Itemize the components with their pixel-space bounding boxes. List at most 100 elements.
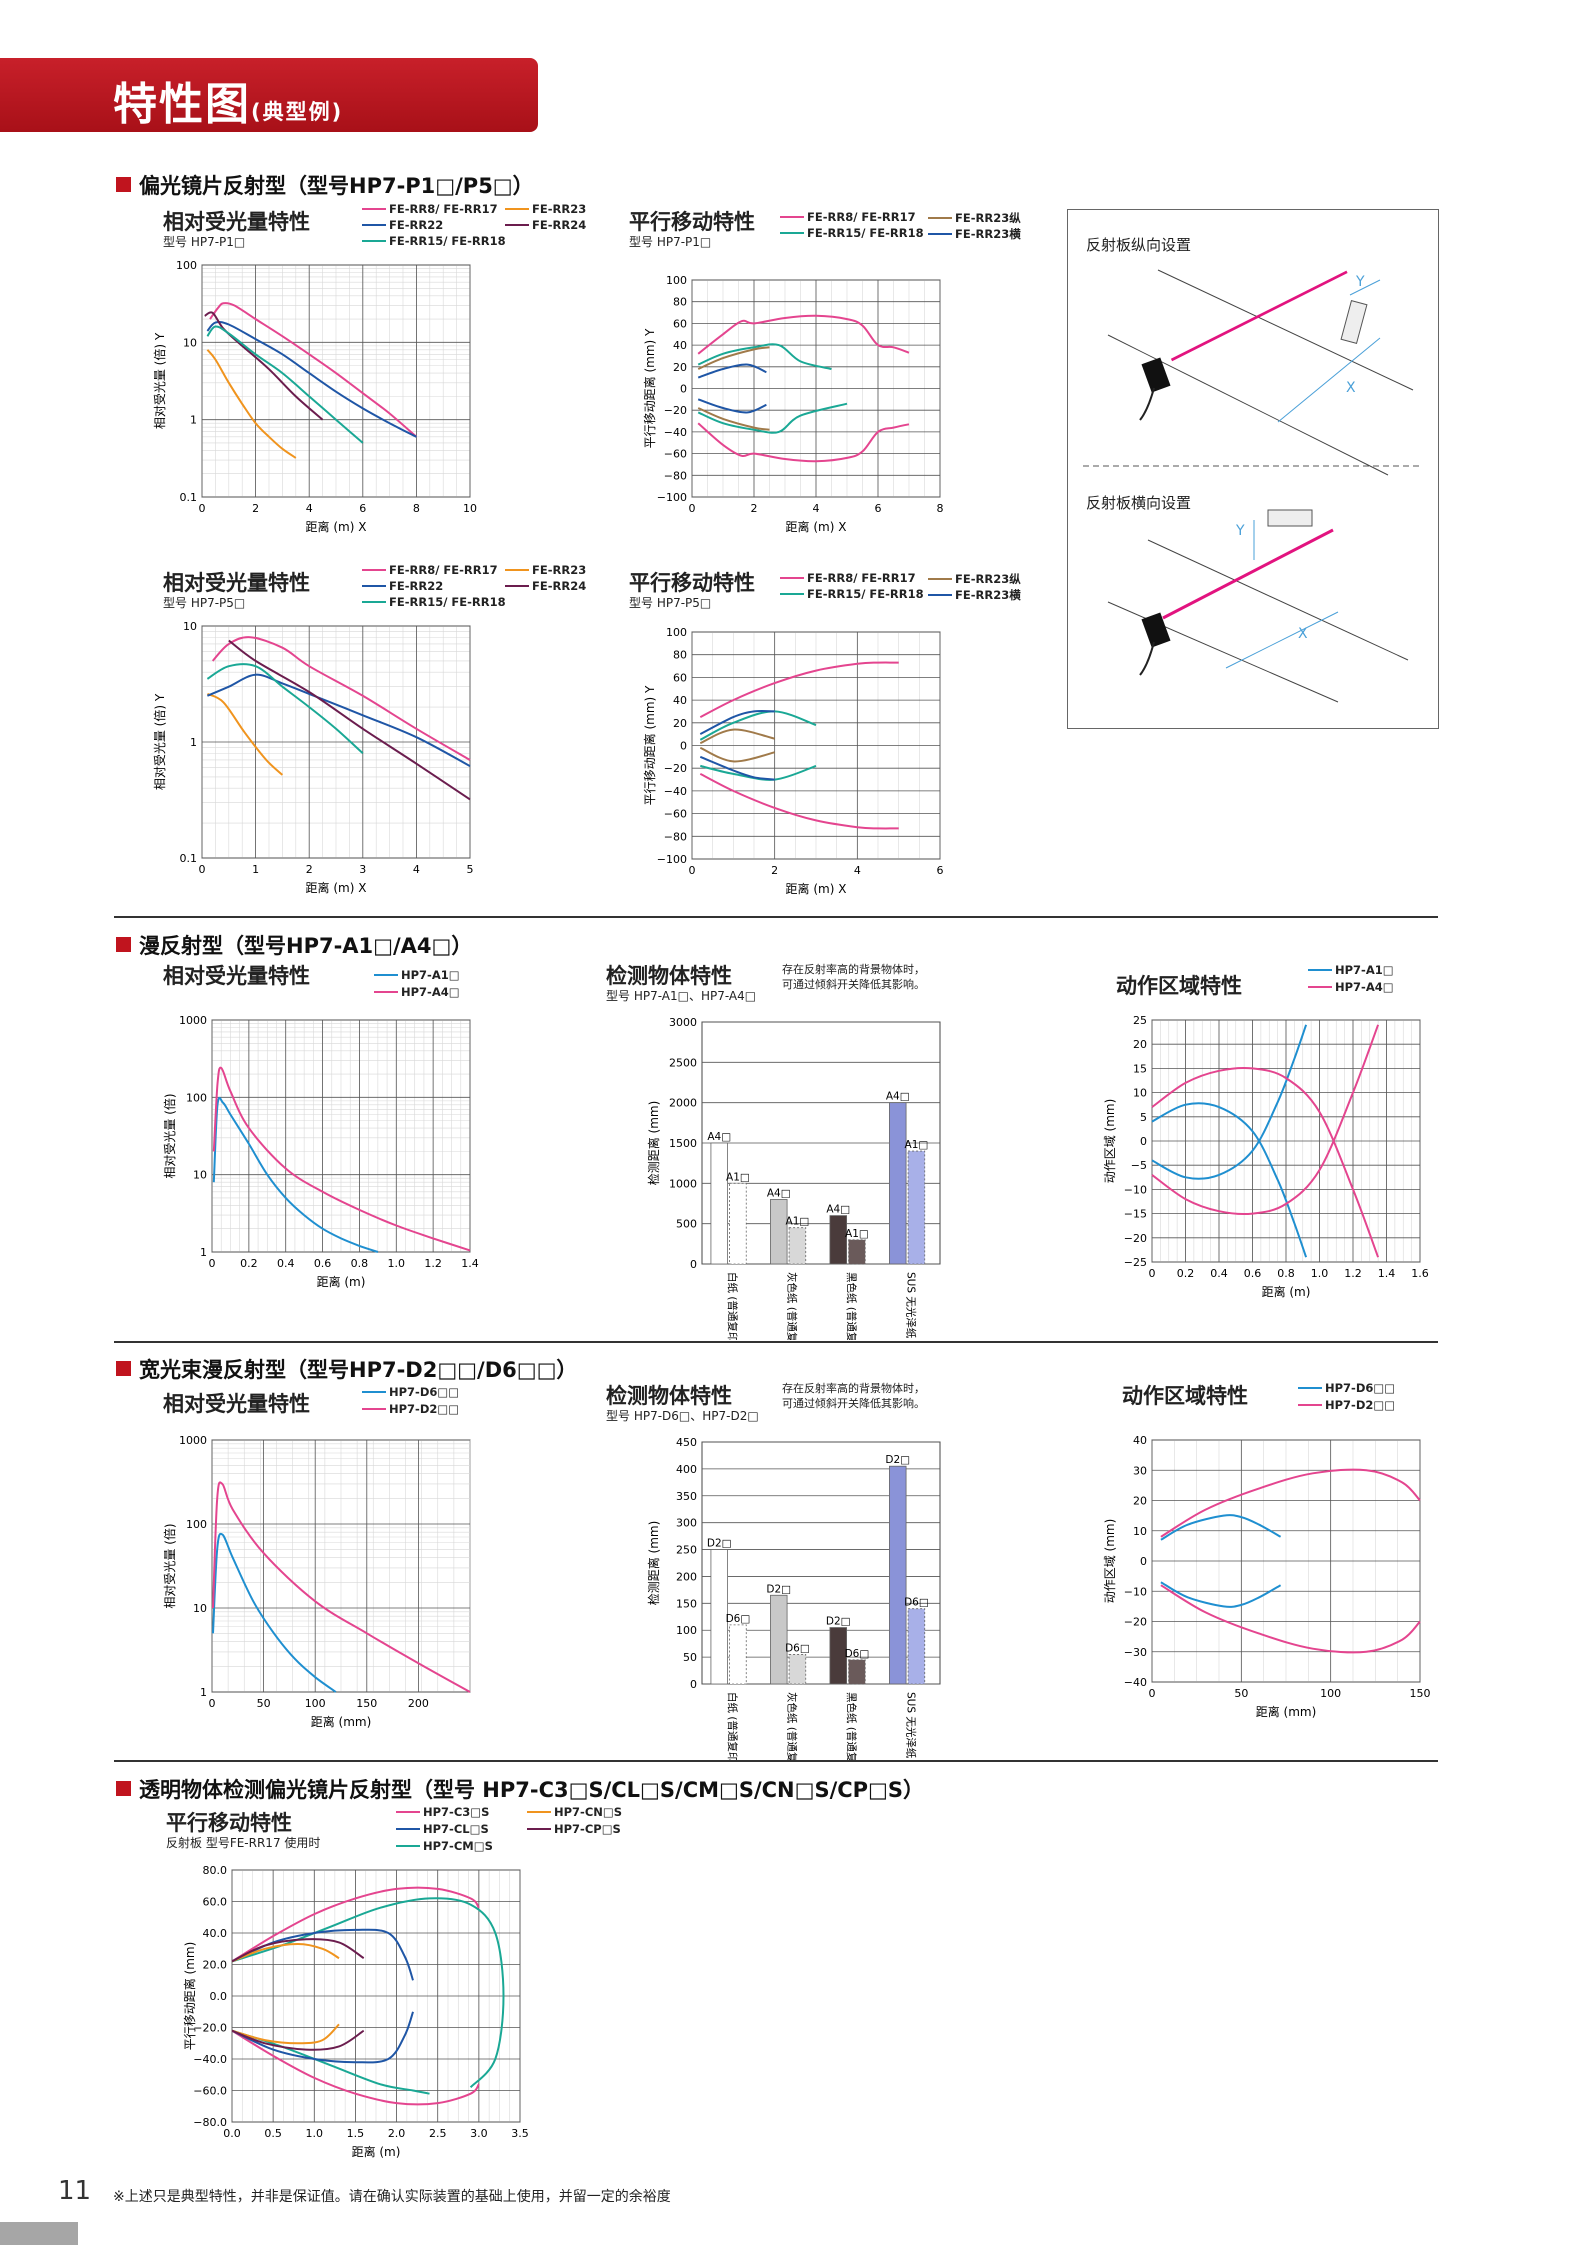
section-divider [114,1341,1438,1343]
installation-diagram: 反射板纵向设置 反射板横向设置 X Y X Y [1067,209,1439,729]
series-line [699,661,899,718]
y-tick-label: −80 [664,469,687,482]
x-tick-label: 8 [937,502,944,515]
y-tick-label: 1 [200,1246,207,1259]
x-tick-label: 0.8 [351,1257,369,1270]
legend-item: FE-RR22 [362,579,443,593]
bar [848,1239,866,1265]
x-tick-label: 50 [257,1697,271,1710]
x-tick-label: 1.6 [1411,1267,1429,1280]
legend-item: HP7-D6□□ [1298,1381,1395,1395]
x-tick-label: 0.5 [264,2127,282,2140]
category-label: SUS 无光泽纸 [904,1692,917,1759]
y-tick-label: 60 [673,671,687,684]
bar [729,1624,747,1685]
series-line [231,2029,365,2051]
floor-line [1157,269,1414,391]
chart-relative-light-p1: 0.1 1 10 100 0 2 4 6 8 10 距离 (m) X 相对受光量 (倍) Y [152,259,477,534]
y-tick-label: 1000 [179,1014,207,1027]
series-line [699,746,775,763]
y-tick-label: −60 [664,448,687,461]
legend-item: HP7-D2□□ [1298,1398,1395,1412]
legend-item: FE-RR8/ FE-RR17 [780,210,916,224]
series-line [699,728,775,745]
y-tick-label: 40 [1133,1434,1147,1447]
series-line [206,663,364,754]
section-heading-transparent: 透明物体检测偏光镜片反射型（型号 HP7-C3□S/CL□S/CM□S/CN□S… [116,1774,924,1804]
floor-line [1107,334,1389,476]
legend-item: FE-RR8/ FE-RR17 [362,563,498,577]
legend-item: FE-RR15/ FE-RR18 [362,234,506,248]
title-banner [0,58,538,132]
reflector-icon [1267,509,1313,527]
x-tick-label: 2.0 [388,2127,406,2140]
y-tick-label: 1 [190,736,197,749]
x-axis-label: 距离 (m) X [786,519,847,534]
floor-line [1107,601,1339,703]
y-tick-label: 60 [673,317,687,330]
y-axis-label: 动作区域 (mm) [1103,1099,1117,1184]
series-line [204,311,324,421]
y-tick-label: −40 [664,785,687,798]
bar-label: D6□ [904,1597,929,1609]
diagram-label-horizontal: 反射板横向设置 [1086,494,1192,512]
series-line [212,1532,337,1693]
y-tick-label: 40.0 [203,1927,228,1940]
y-tick-label: 1 [200,1686,207,1699]
x-tick-label: 10 [463,502,477,515]
reflector-icon [1340,299,1368,345]
category-label: 灰色纸 (普通复印纸18%) [785,1272,798,1340]
y-axis-label: 平行移动距离 (mm) Y [642,328,657,448]
x-axis-label: 距离 (m) X [306,519,367,534]
bar-label: D2□ [826,1616,851,1628]
x-tick-label: 3.0 [470,2127,488,2140]
y-tick-label: 0 [680,740,687,753]
x-axis-label: 距离 (m) [352,2144,401,2159]
legend-item: FE-RR23横 [928,226,1021,242]
diagram-label-vertical: 反射板纵向设置 [1086,236,1192,254]
series-line [206,325,364,444]
x-tick-label: 8 [413,502,420,515]
legend-item: HP7-CL□S [396,1822,489,1836]
series-line [1160,1468,1421,1538]
x-tick-label: 2.5 [429,2127,447,2140]
y-tick-label: −80 [664,830,687,843]
series-line [1151,1024,1308,1180]
series-line [697,346,770,370]
y-axis-label: 相对受光量 (倍) [162,1093,177,1178]
category-label: SUS 无光泽纸 [904,1272,917,1339]
bar [710,1142,728,1265]
x-tick-label: 3.5 [511,2127,529,2140]
y-tick-label: −40 [664,426,687,439]
x-axis-label: 距离 (m) X [786,881,847,896]
x-tick-label: 0.4 [1210,1267,1228,1280]
legend-item: FE-RR23纵 [928,210,1021,226]
legend-item: FE-RR15/ FE-RR18 [780,587,924,601]
bar-label: A1□ [786,1216,810,1228]
x-tick-label: 1.4 [1378,1267,1396,1280]
bar [729,1182,747,1265]
x-tick-label: 150 [1410,1687,1431,1700]
bar [829,1627,847,1685]
y-tick-label: 80.0 [203,1864,228,1877]
x-tick-label: 1.2 [424,1257,442,1270]
y-tick-label: 1 [190,414,197,427]
light-beam [1170,270,1348,362]
y-tick-label: 100 [666,274,687,287]
panel-title: 动作区域特性 [1116,974,1242,998]
y-tick-label: 0 [1140,1555,1147,1568]
legend-item: FE-RR15/ FE-RR18 [362,595,506,609]
axis-x-label: X [1298,626,1308,642]
x-tick-label: 2 [306,863,313,876]
x-axis-label: 距离 (m) [1262,1284,1311,1299]
legend-item: HP7-C3□S [396,1805,489,1819]
y-axis-label: 检测距离 (mm) [646,1101,661,1186]
y-tick-label: 100 [176,259,197,272]
y-tick-label: 10 [1133,1525,1147,1538]
chart-relative-light-a: 1 10 100 1000 0 0.2 0.4 0.6 0.8 1.0 1.2 1.4 距离 (m) 相对… [162,1014,479,1289]
panel-model: 型号 HP7-A1□、HP7-A4□ [606,989,757,1003]
x-tick-label: 100 [305,1697,326,1710]
legend-item: FE-RR23横 [928,587,1021,603]
series-line [1151,1024,1380,1216]
bar-label: A1□ [726,1171,750,1183]
